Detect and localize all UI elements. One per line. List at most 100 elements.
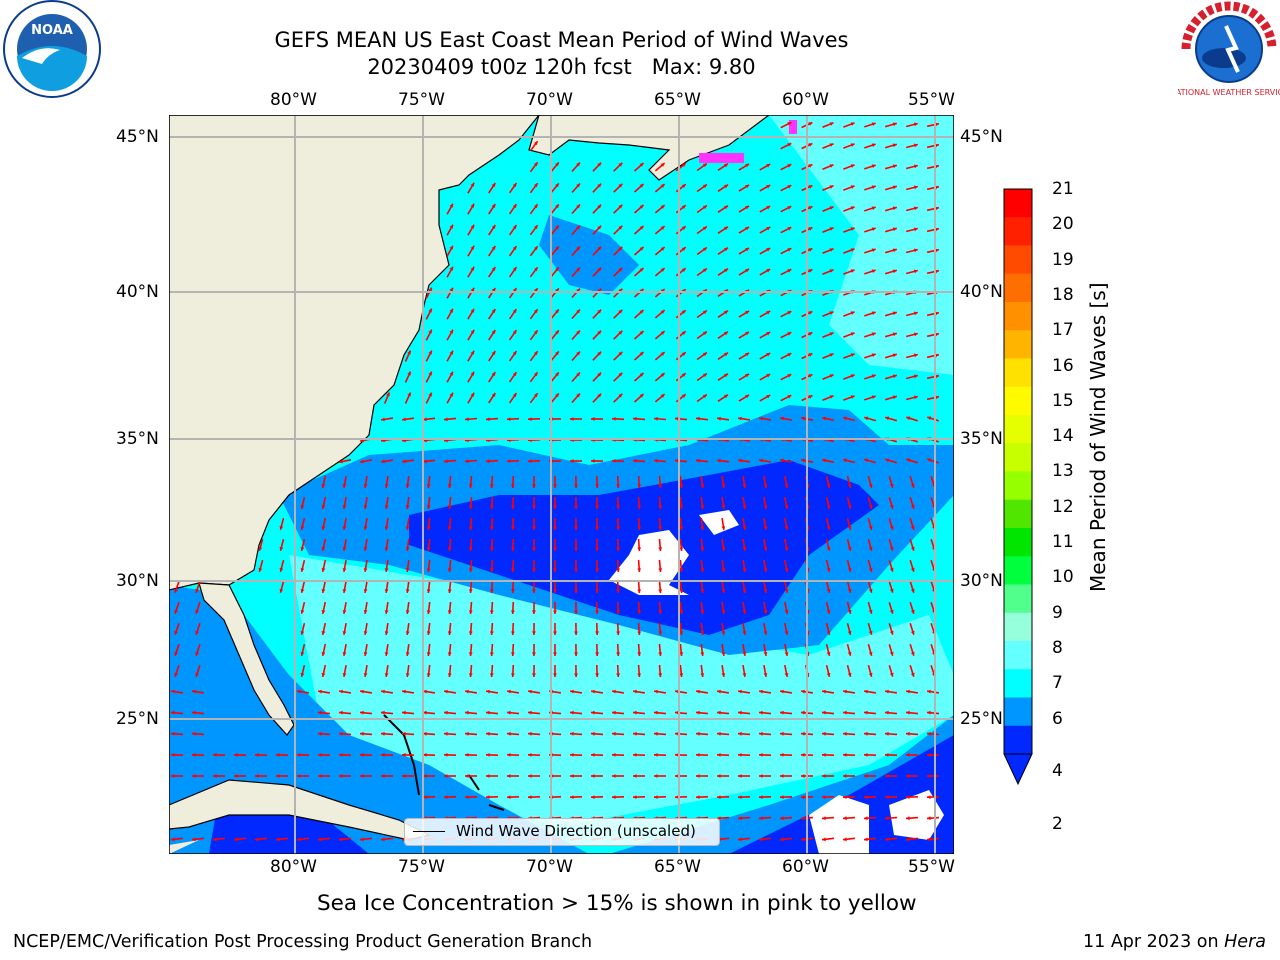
wave-arrow-head <box>745 184 750 189</box>
wave-arrow-head <box>681 394 686 398</box>
wave-arrow-head <box>574 589 578 593</box>
wave-arrow-head <box>808 353 813 357</box>
wave-arrow-head <box>555 267 559 272</box>
wave-arrow-head <box>885 837 889 842</box>
wave-arrow-head <box>738 731 742 736</box>
wave-arrow-head <box>595 610 599 614</box>
lon-label-bottom: 55°W <box>908 857 955 877</box>
wave-arrow-head <box>486 753 490 757</box>
wave-arrow-head <box>491 225 496 229</box>
wave-arrow-head <box>808 374 813 378</box>
wave-arrow-head <box>363 631 368 635</box>
wave-arrow-head <box>528 795 532 799</box>
land-florida <box>198 582 295 736</box>
wave-arrow-head <box>612 710 616 715</box>
wave-arrow-head <box>637 589 642 593</box>
lon-label-top: 80°W <box>270 90 317 110</box>
wave-arrow-head <box>847 588 852 593</box>
wave-arrow-head <box>570 459 574 463</box>
wave-arrow-head <box>300 547 305 551</box>
wave-arrow-head <box>868 504 873 509</box>
wave-arrow-head <box>906 774 910 778</box>
wave-arrow-head <box>696 689 700 694</box>
wave-arrow-head <box>511 526 515 530</box>
wave-arrow-head <box>910 630 915 635</box>
wave-arrow-head <box>423 795 427 799</box>
bahamas-coast <box>383 714 420 796</box>
wave-arrow-head <box>784 589 789 593</box>
wave-arrow-head <box>468 610 473 614</box>
wave-arrow-head <box>532 526 536 530</box>
wave-arrow-head <box>742 568 747 572</box>
wave-arrow-head <box>511 589 515 593</box>
wave-arrow-head <box>850 143 855 147</box>
colorbar-tick-label: 17 <box>1052 320 1074 341</box>
wave-arrow-head <box>738 689 742 694</box>
wave-arrow-head <box>906 458 911 463</box>
wave-arrow-head <box>428 329 432 334</box>
wave-arrow-head <box>363 673 368 677</box>
wave-arrow-head <box>759 689 763 694</box>
wave-arrow-head <box>342 589 347 593</box>
wave-arrow-head <box>766 353 771 357</box>
colorbar-tick-label: 9 <box>1052 602 1063 623</box>
wave-arrow-head <box>675 710 679 715</box>
wave-arrow-head <box>927 416 932 420</box>
colorbar-segment <box>1004 612 1032 642</box>
calm-patch <box>699 510 739 535</box>
wave-arrow-head <box>763 568 768 572</box>
wave-arrow-head <box>300 526 305 530</box>
wave-arrow-head <box>766 269 771 273</box>
wave-arrow-head <box>339 837 343 842</box>
wave-arrow-head <box>511 631 515 635</box>
wave-arrow-head <box>702 331 707 336</box>
wave-arrow-head <box>512 267 517 272</box>
wave-arrow-head <box>534 162 538 167</box>
wave-arrow-head <box>808 143 813 147</box>
wave-arrow-head <box>342 673 347 677</box>
wave-arrow-head <box>279 588 284 593</box>
sea-ice-note: Sea Ice Concentration > 15% is shown in … <box>317 891 917 916</box>
wave-arrow-head <box>447 484 452 488</box>
wave-arrow-head <box>444 753 448 757</box>
wave-arrow-head <box>700 568 705 572</box>
wave-arrow-head <box>528 753 532 757</box>
wave-arrow-head <box>574 652 578 656</box>
wave-arrow-head <box>618 183 623 188</box>
wave-arrow-head <box>843 837 847 842</box>
lat-label-left: 30°N <box>116 571 159 591</box>
wave-arrow-head <box>576 393 580 398</box>
wave-arrow-head <box>342 484 347 488</box>
wave-arrow-head <box>465 795 469 799</box>
wave-arrow-head <box>468 589 473 593</box>
wave-arrow-head <box>297 774 301 778</box>
wave-arrow-head <box>738 774 742 778</box>
wave-arrow-head <box>512 183 517 188</box>
wave-arrow-head <box>675 689 679 694</box>
wave-arrow-head <box>637 673 642 677</box>
wave-arrow-head <box>468 547 473 551</box>
wave-arrow-head <box>447 631 452 635</box>
wave-arrow-head <box>553 589 557 593</box>
wave-arrow-head <box>339 731 343 736</box>
wave-arrow-head <box>679 568 684 572</box>
wave-arrow-head <box>489 526 494 530</box>
wave-arrow-head <box>843 710 847 715</box>
colorbar-segment <box>1004 528 1032 557</box>
wave-arrow-head <box>213 753 217 757</box>
wave-arrow-head <box>534 183 538 188</box>
wave-arrow-head <box>829 248 834 252</box>
wave-arrow-head <box>639 268 644 272</box>
wave-arrow-head <box>381 710 385 715</box>
wave-arrow-head <box>889 546 894 551</box>
wave-arrow-head <box>829 206 834 210</box>
wave-arrow-head <box>847 546 852 551</box>
wave-arrow-head <box>871 143 876 147</box>
wave-arrow-head <box>318 710 322 715</box>
wave-arrow-head <box>889 630 894 635</box>
wave-arrow-head <box>801 458 805 463</box>
wave-arrow-head <box>780 416 784 421</box>
wave-arrow-head <box>470 182 475 187</box>
wave-arrow-head <box>318 689 322 694</box>
wave-arrow-head <box>658 589 663 593</box>
